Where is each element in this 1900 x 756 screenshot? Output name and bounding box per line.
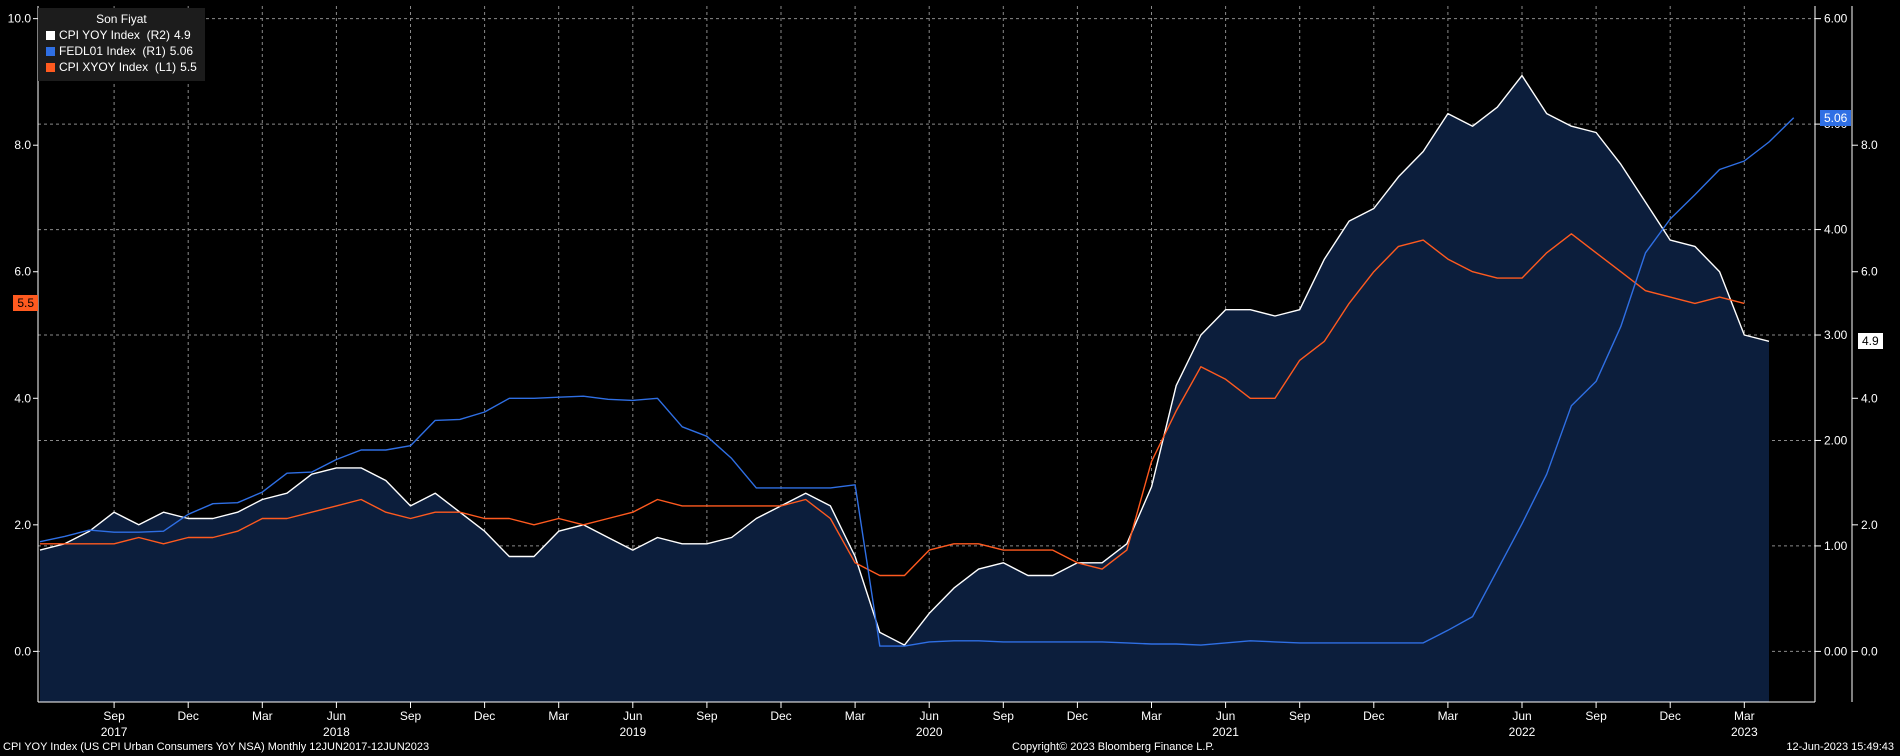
x-tick-label: Jun — [1512, 709, 1531, 723]
y-tick-label-left: 0.0 — [14, 644, 31, 658]
y-tick-label-r1: 2.00 — [1824, 433, 1848, 447]
axes — [33, 6, 1858, 708]
legend-label: CPI YOY Index (R2) — [59, 28, 170, 42]
x-tick-label: Dec — [1660, 709, 1681, 723]
last-value-tag-cpi-yoy: 4.9 — [1858, 333, 1883, 350]
y-tick-label-left: 8.0 — [14, 138, 31, 152]
legend-value: 5.06 — [169, 44, 194, 58]
footer-timestamp: 12-Jun-2023 15:49:43 — [1786, 741, 1894, 753]
tick-labels: Sep 2017 Dec Mar Jun 2018 Sep Dec Mar Jun 2019 Sep D… — [8, 12, 1878, 739]
legend-entry-fedl01: FEDL01 Index (R1) 5.06 — [46, 43, 197, 59]
series-lines — [39, 74, 1795, 647]
x-tick-label: Jun — [920, 709, 939, 723]
y-tick-label-left: 6.0 — [14, 265, 31, 279]
y-tick-label-r2: 4.0 — [1861, 391, 1878, 405]
x-year-label: 2021 — [1212, 725, 1239, 739]
legend-value: 4.9 — [173, 28, 191, 42]
y-tick-label-r2: 0.0 — [1861, 644, 1878, 658]
area-fill-cpi-yoy — [40, 75, 1769, 703]
y-tick-label-left: 10.0 — [8, 12, 32, 26]
x-tick-label: Mar — [252, 709, 273, 723]
x-tick-label: Mar — [845, 709, 866, 723]
x-tick-label: Sep — [696, 709, 718, 723]
x-year-label: 2020 — [916, 725, 943, 739]
x-year-label: 2019 — [619, 725, 646, 739]
x-tick-label: Dec — [178, 709, 199, 723]
legend-value: 5.5 — [180, 60, 197, 74]
y-tick-label-r1: 4.00 — [1824, 223, 1848, 237]
x-tick-label: Dec — [770, 709, 791, 723]
series-line — [39, 74, 1770, 646]
x-year-label: 2022 — [1509, 725, 1536, 739]
x-tick-label: Dec — [1363, 709, 1384, 723]
y-tick-label-r2: 2.0 — [1861, 518, 1878, 532]
x-tick-label: Mar — [1141, 709, 1162, 723]
y-tick-label-r2: 6.0 — [1861, 265, 1878, 279]
legend-swatch — [46, 62, 55, 72]
x-tick-label: Mar — [548, 709, 569, 723]
legend-title: Son Fiyat — [96, 12, 147, 26]
x-tick-label: Sep — [1585, 709, 1607, 723]
x-year-label: 2018 — [323, 725, 350, 739]
legend: Son Fiyat CPI YOY Index (R2) 4.9 FEDL01 … — [38, 8, 205, 81]
x-tick-label: Mar — [1734, 709, 1755, 723]
x-tick-label: Dec — [1067, 709, 1088, 723]
x-tick-label: Sep — [400, 709, 422, 723]
x-tick-label: Jun — [327, 709, 346, 723]
x-tick-label: Sep — [993, 709, 1015, 723]
series-line — [40, 233, 1745, 577]
legend-label: CPI XYOY Index (L1) — [59, 60, 177, 74]
x-tick-label: Sep — [1289, 709, 1311, 723]
area-fills — [40, 75, 1769, 703]
x-tick-label: Dec — [474, 709, 495, 723]
y-tick-label-r1: 6.00 — [1824, 12, 1848, 26]
x-tick-label: Sep — [103, 709, 125, 723]
legend-entry-cpi-xyoy: CPI XYOY Index (L1) 5.5 — [46, 59, 197, 75]
x-tick-label: Jun — [623, 709, 642, 723]
x-tick-label: Mar — [1438, 709, 1459, 723]
footer-copyright: Copyright© 2023 Bloomberg Finance L.P. — [1012, 741, 1215, 753]
legend-swatch — [46, 46, 55, 56]
legend-swatch — [46, 30, 55, 40]
y-tick-label-r1: 3.00 — [1824, 328, 1848, 342]
x-year-label: 2017 — [101, 725, 128, 739]
footer-description: CPI YOY Index (US CPI Urban Consumers Yo… — [3, 741, 430, 753]
y-tick-label-r1: 0.00 — [1824, 644, 1848, 658]
y-tick-label-r2: 8.0 — [1861, 138, 1878, 152]
last-value-tag-cpi-xyoy: 5.5 — [13, 295, 38, 312]
series-line — [39, 117, 1795, 647]
legend-label: FEDL01 Index (R1) — [59, 44, 166, 58]
x-tick-label: Jun — [1216, 709, 1235, 723]
last-value-tag-fedl01: 5.06 — [1820, 109, 1852, 126]
y-tick-label-r1: 1.00 — [1824, 539, 1848, 553]
legend-entry-cpi-yoy: CPI YOY Index (R2) 4.9 — [46, 27, 197, 43]
y-tick-label-left: 2.0 — [14, 518, 31, 532]
y-tick-label-left: 4.0 — [14, 391, 31, 405]
x-year-label: 2023 — [1731, 725, 1758, 739]
